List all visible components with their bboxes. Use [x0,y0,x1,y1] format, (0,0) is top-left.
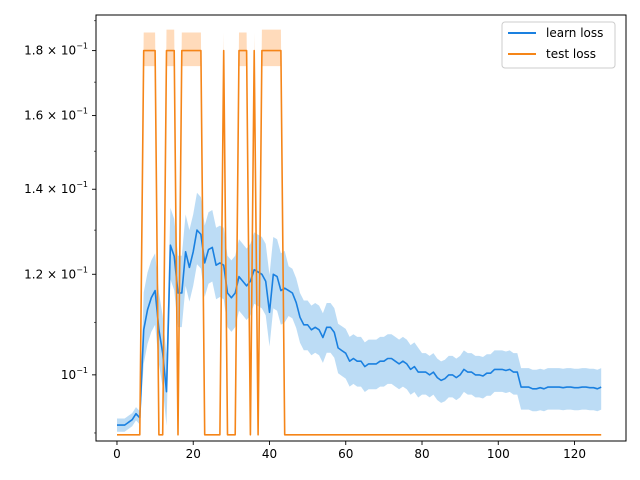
y-tick-label: 1.4 × 10−1 [24,180,88,196]
confidence-bands [117,29,602,435]
y-tick-label: 1.8 × 10−1 [24,42,88,58]
x-tick-label: 0 [113,447,121,461]
y-tick-label: 1.6 × 10−1 [24,107,88,123]
y-tick-label: 10−1 [61,366,88,382]
x-tick-label: 20 [186,447,201,461]
legend: learn loss test loss [501,21,616,69]
x-tick-label: 80 [414,447,429,461]
x-tick-label: 40 [262,447,277,461]
plot-frame [95,14,627,442]
learn-loss-band [117,192,602,432]
x-tick-label: 120 [563,447,586,461]
x-tick-label: 60 [338,447,353,461]
learn-loss-line [117,229,602,426]
legend-label-learn-loss: learn loss [546,26,603,40]
x-axis: 0 20 40 60 80 100 120 [113,441,586,461]
x-tick-label: 100 [487,447,510,461]
test-loss-line [117,49,602,436]
legend-label-test-loss: test loss [546,47,596,61]
y-tick-label: 1.2 × 10−1 [24,265,88,281]
series-lines [117,49,602,436]
y-axis: 10−1 1.2 × 10−1 1.4 × 10−1 1.6 × 10−1 1.8 × … [24,20,96,434]
